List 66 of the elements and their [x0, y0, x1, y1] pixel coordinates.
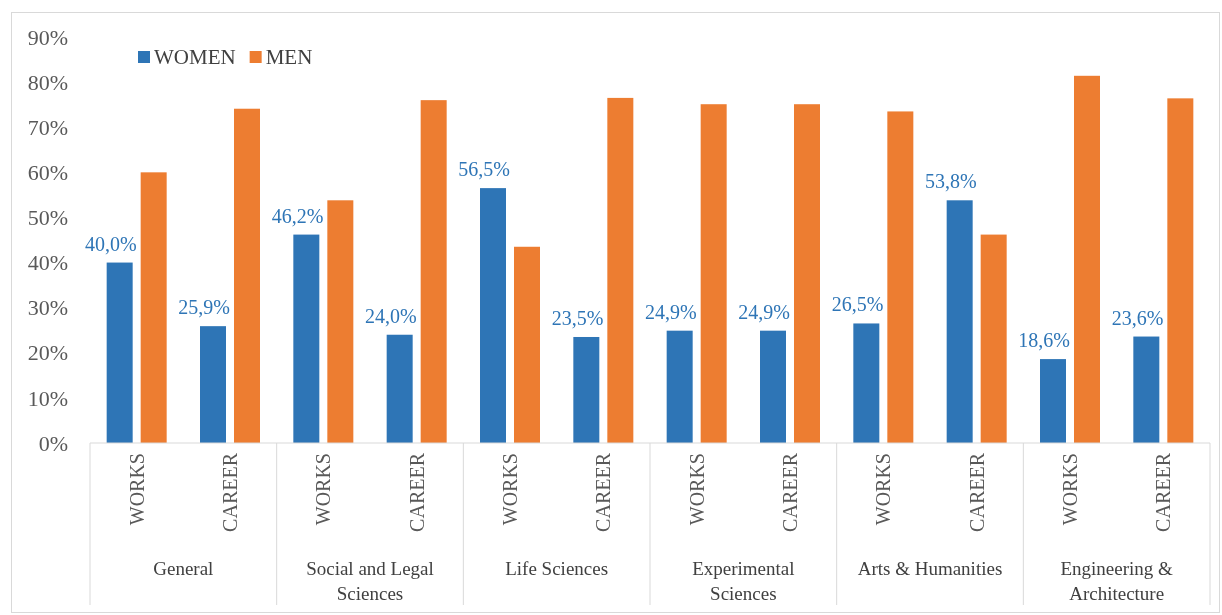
data-label: 18,6%: [1018, 329, 1070, 352]
data-label: 24,9%: [738, 300, 790, 323]
x-tick-label: WORKS: [872, 453, 895, 526]
x-tick-label: CAREER: [1152, 452, 1175, 532]
bar: [887, 111, 914, 443]
bar: [1074, 75, 1100, 443]
bar: [980, 234, 1007, 443]
x-tick-label: WORKS: [125, 453, 148, 526]
data-label: 23,6%: [1111, 306, 1164, 329]
x-tick-label: CAREER: [219, 452, 241, 532]
bar: [760, 330, 786, 443]
bar: [480, 188, 506, 443]
bar: [234, 108, 260, 443]
x-tick-label: CAREER: [965, 452, 988, 532]
y-tick-label: 60%: [27, 160, 68, 186]
data-label: 26,5%: [831, 293, 884, 316]
text: General: [153, 558, 214, 579]
y-tick-label: 80%: [27, 69, 68, 95]
bar: [327, 200, 354, 443]
data-label: 24,0%: [364, 304, 417, 327]
bar: [666, 330, 693, 443]
y-tick-label: 40%: [27, 250, 68, 276]
bar: [386, 334, 413, 443]
y-tick-label: 50%: [27, 205, 68, 231]
text: Social and Legal Sciences: [306, 558, 434, 604]
bar: [794, 104, 820, 443]
data-label: 23,5%: [551, 306, 604, 329]
y-tick-label: 30%: [27, 295, 68, 321]
x-tick-label: WORKS: [312, 453, 335, 526]
y-tick-label: 0%: [38, 430, 68, 456]
bar: [200, 326, 226, 443]
legend-label: WOMEN: [154, 45, 236, 70]
x-tick-label: WORKS: [685, 453, 708, 526]
text: Engineering & Architecture: [1060, 558, 1174, 604]
data-label: 53,8%: [924, 170, 977, 193]
bar: [1167, 98, 1194, 443]
bar: [700, 104, 727, 443]
y-tick-label: 90%: [27, 24, 68, 50]
bar: [853, 323, 880, 443]
y-tick-label: 70%: [27, 114, 68, 140]
data-label: 40,0%: [84, 232, 137, 255]
y-tick-label: 10%: [27, 385, 68, 411]
bar: [140, 172, 167, 443]
bar: [1040, 359, 1066, 443]
text: Experimental Sciences: [692, 558, 795, 604]
bar: [514, 246, 540, 443]
x-tick-label: CAREER: [405, 452, 428, 532]
data-label: 24,9%: [644, 300, 697, 323]
text: Arts & Humanities: [857, 558, 1003, 579]
text: Life Sciences: [505, 558, 609, 579]
x-tick-label: WORKS: [499, 453, 521, 526]
y-tick-label: 20%: [27, 340, 68, 366]
bar: [1133, 336, 1160, 443]
bar: [607, 97, 634, 443]
bar: [293, 234, 320, 443]
x-tick-label: CAREER: [779, 452, 801, 532]
x-tick-label: CAREER: [592, 452, 615, 532]
legend-label: MEN: [265, 45, 313, 70]
bar: [106, 262, 133, 443]
bar: [420, 100, 447, 443]
x-tick-label: WORKS: [1059, 453, 1081, 526]
data-label: 56,5%: [458, 158, 510, 181]
data-label: 25,9%: [178, 296, 230, 319]
data-label: 46,2%: [271, 204, 324, 227]
bar: [573, 336, 600, 443]
bar: [946, 200, 973, 443]
